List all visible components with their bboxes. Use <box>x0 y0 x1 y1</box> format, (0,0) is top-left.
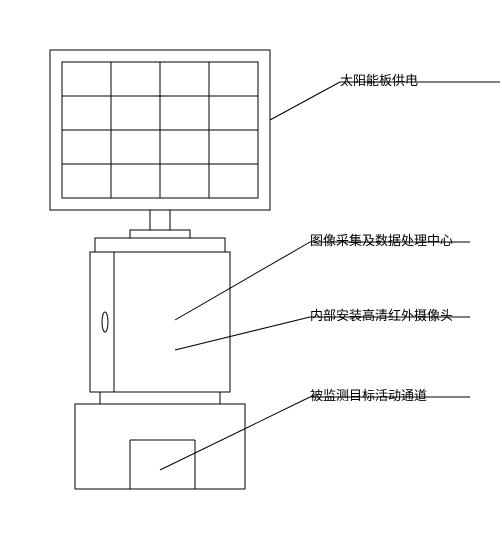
label-l4: 被监测目标活动通道 <box>310 388 427 403</box>
label-l1: 太阳能板供电 <box>340 73 418 88</box>
label-l2: 图像采集及数据处理中心 <box>310 233 453 248</box>
cabinet-body <box>90 252 230 392</box>
leader-line <box>270 82 340 120</box>
leader-line <box>175 242 310 320</box>
mast-cap <box>130 230 190 238</box>
mast <box>150 210 170 230</box>
body-top-rim <box>95 238 225 252</box>
base <box>75 404 245 489</box>
leader-line <box>175 317 310 350</box>
neck <box>100 392 220 404</box>
leader-line <box>160 397 310 470</box>
door-latch <box>102 312 108 332</box>
label-l3: 内部安装高清红外摄像头 <box>310 308 453 323</box>
